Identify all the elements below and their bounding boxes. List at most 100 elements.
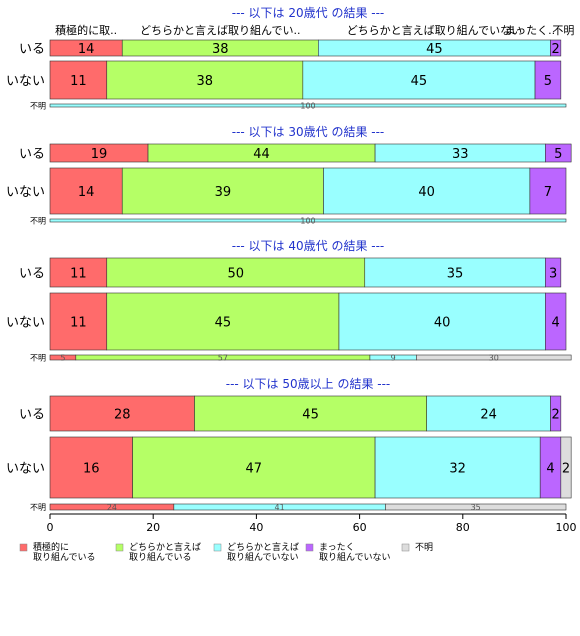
row-label: いる	[19, 42, 45, 57]
legend-item: どちらかと言えば取り組んでいない	[213, 541, 299, 563]
data-label: 38	[197, 74, 214, 89]
x-tick-label: 0	[47, 521, 54, 534]
data-label: 5	[554, 147, 562, 162]
data-label: 45	[302, 408, 319, 423]
data-label: 50	[227, 267, 244, 282]
bar-segment	[49, 103, 567, 108]
row-label: いない	[6, 462, 45, 477]
data-label: 24	[480, 408, 497, 423]
data-label: 4	[552, 316, 560, 331]
bar-row: いない 16 47 32 4 2	[6, 436, 572, 499]
bar-segment	[132, 436, 376, 499]
data-label: 3	[549, 267, 557, 282]
data-label: 11	[70, 74, 87, 89]
bar-row: いる 28 45 24 2	[19, 395, 562, 432]
legend-swatch	[305, 543, 314, 552]
panel-2: --- 以下は 30歳代 の結果 --- いる 19 44 33 5 いない 14 39 40 7 不…	[6, 125, 572, 226]
data-label: 30	[489, 354, 499, 363]
row-label: いる	[19, 147, 45, 162]
bar-row: いない 11 38 45 5	[6, 60, 562, 100]
bar-segment	[323, 167, 531, 215]
x-tick-label: 60	[353, 521, 367, 534]
legend-label-line2: 取り組んでいない	[319, 551, 391, 563]
legend-label-line2: 取り組んでいない	[227, 551, 299, 563]
data-label: 39	[215, 185, 232, 200]
row-label: いない	[6, 316, 45, 331]
data-label: 35	[471, 503, 481, 512]
data-label: 2	[552, 42, 560, 57]
data-label: 5	[60, 354, 65, 363]
data-label: 41	[275, 503, 285, 512]
bar-segment	[550, 39, 562, 57]
bar-segment	[106, 257, 366, 288]
bar-segment	[49, 436, 133, 499]
bar-row: いる 11 50 35 3	[19, 257, 562, 288]
bar-segment	[385, 503, 567, 511]
data-label: 38	[212, 42, 229, 57]
legend-label-line1: どちらかと言えば	[227, 541, 299, 553]
data-label: 16	[83, 462, 100, 477]
data-label: 33	[452, 147, 469, 162]
row-label: いない	[6, 74, 45, 89]
bar-segment	[49, 218, 567, 223]
bar-segment	[49, 60, 108, 100]
bar-row: 不明 100	[30, 217, 567, 226]
bar-segment	[560, 436, 572, 499]
row-label: 不明	[30, 217, 46, 226]
data-label: 7	[544, 185, 552, 200]
category-header-label: どちらかと言えば取り組んでい..	[140, 24, 300, 37]
category-header-label: 不明	[552, 24, 574, 37]
legend-swatch	[19, 543, 28, 552]
panel-3: --- 以下は 40歳代 の結果 --- いる 11 50 35 3 いない 11 45 40 4 不…	[6, 239, 572, 363]
legend-label-line2: 取り組んでいる	[33, 551, 96, 563]
bar-segment	[49, 292, 108, 351]
bar-row: 不明 24 41 35	[30, 503, 567, 512]
legend-swatch	[213, 543, 222, 552]
category-header-label: どちらかと言えば取り組んでいない	[347, 24, 522, 37]
row-label: 不明	[30, 102, 46, 111]
category-header-labels: 積極的に取.. どちらかと言えば取り組んでい.. どちらかと言えば取り組んでいないま…	[55, 23, 574, 37]
data-label: 57	[218, 354, 228, 363]
data-label: 19	[91, 147, 108, 162]
bar-segment	[374, 436, 541, 499]
data-label: 100	[300, 102, 315, 111]
data-label: 100	[300, 217, 315, 226]
data-label: 11	[70, 316, 87, 331]
bar-segment	[534, 60, 562, 100]
bar-segment	[106, 292, 340, 351]
x-axis: 0 20 40 60 80 100	[47, 513, 577, 534]
x-tick-label: 40	[249, 521, 263, 534]
legend-label-line1: 不明	[415, 542, 433, 553]
bar-row: いる 19 44 33 5	[19, 143, 572, 163]
bar-segment	[545, 292, 567, 351]
data-label: 44	[253, 147, 270, 162]
bar-segment	[194, 395, 427, 432]
bar-segment	[545, 257, 562, 288]
data-label: 9	[391, 354, 396, 363]
panel-title: --- 以下は 50歳以上 の結果 ---	[226, 377, 391, 391]
row-label: いる	[19, 267, 45, 282]
bar-segment	[121, 167, 324, 215]
data-label: 35	[447, 267, 464, 282]
panel-title: --- 以下は 40歳代 の結果 ---	[232, 239, 385, 253]
bar-row: 不明 5 57 9 30	[30, 354, 572, 363]
bar-segment	[529, 167, 567, 215]
data-label: 40	[434, 316, 451, 331]
data-label: 28	[114, 408, 131, 423]
bar-segment	[106, 60, 304, 100]
data-label: 45	[215, 316, 232, 331]
data-label: 2	[552, 408, 560, 423]
bar-segment	[49, 167, 123, 215]
category-header-label: まったく..	[505, 24, 556, 37]
bar-segment	[49, 395, 195, 432]
data-label: 45	[426, 42, 443, 57]
bar-segment	[550, 395, 562, 432]
data-label: 5	[544, 74, 552, 89]
data-label: 14	[78, 42, 95, 57]
data-label: 11	[70, 267, 87, 282]
data-label: 45	[411, 74, 428, 89]
